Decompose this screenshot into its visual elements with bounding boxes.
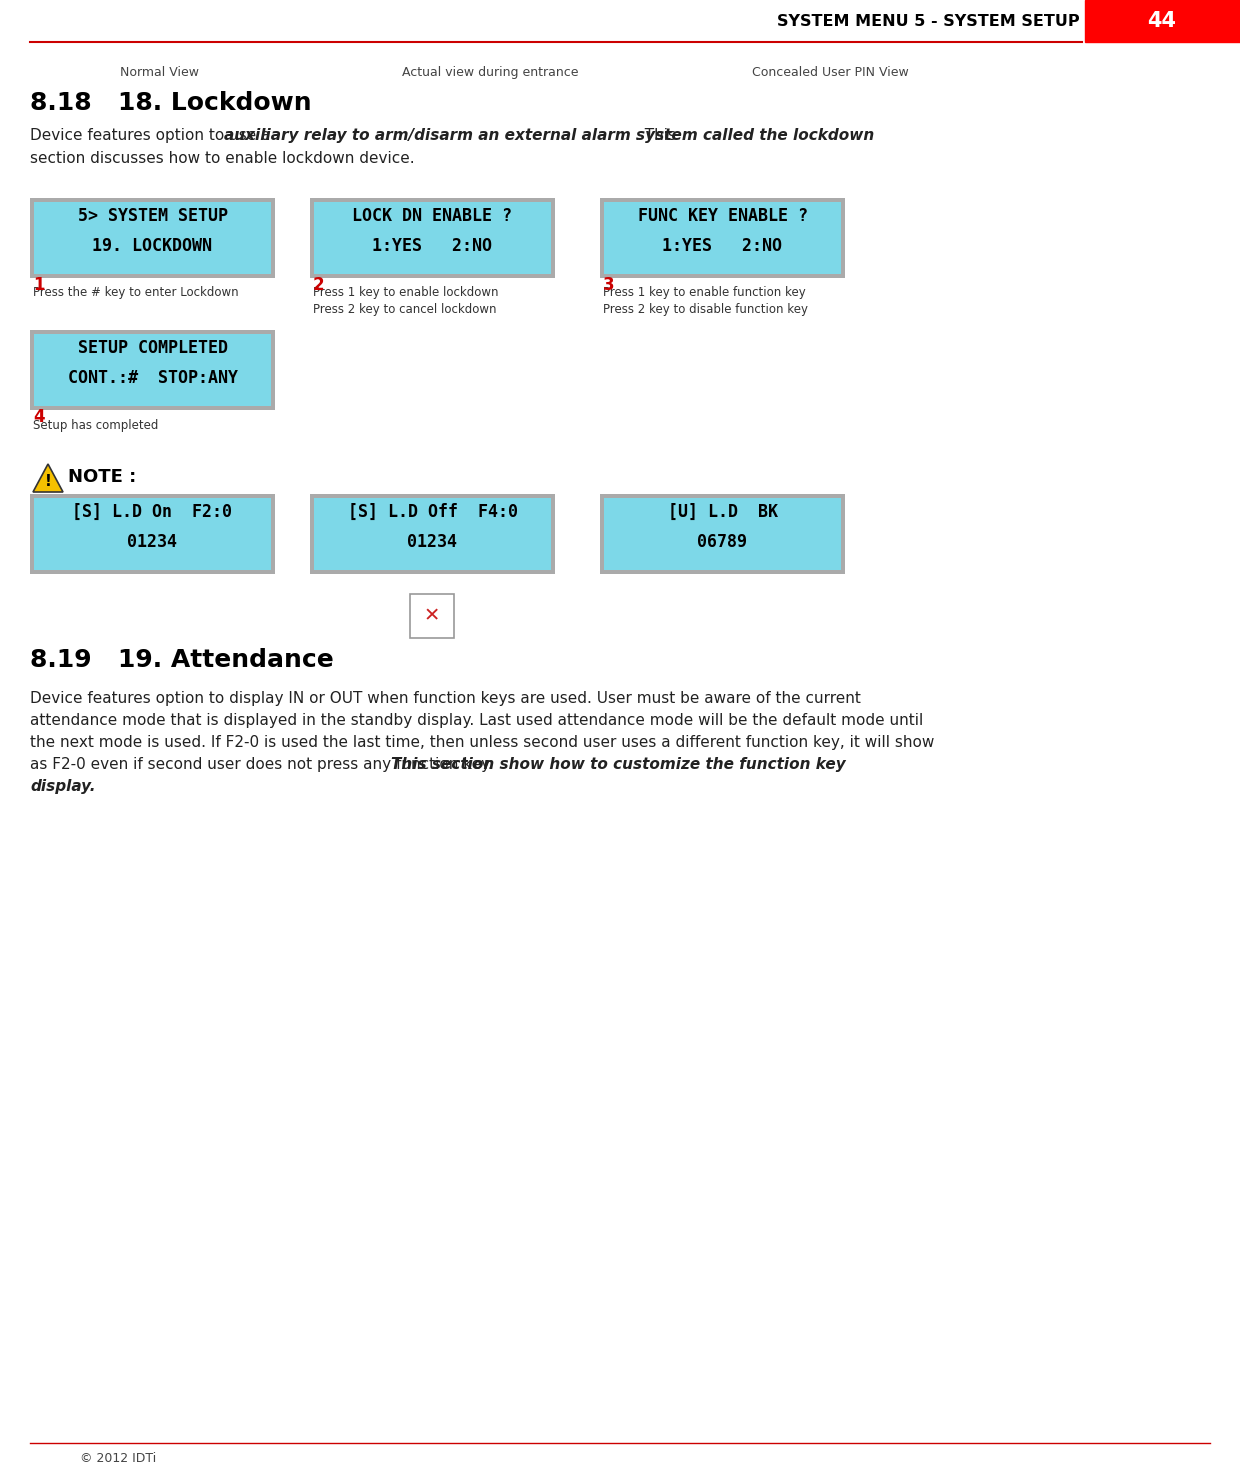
- Text: Press the # key to enter Lockdown: Press the # key to enter Lockdown: [33, 285, 238, 299]
- Text: section discusses how to enable lockdown device.: section discusses how to enable lockdown…: [30, 150, 414, 166]
- Bar: [310, 199, 556, 278]
- Text: 8.19   19. Attendance: 8.19 19. Attendance: [30, 649, 334, 672]
- Text: 5> SYSTEM SETUP: 5> SYSTEM SETUP: [77, 207, 227, 225]
- Text: 8.18   18. Lockdown: 8.18 18. Lockdown: [30, 91, 311, 115]
- Text: This section show how to customize the function key: This section show how to customize the f…: [391, 756, 846, 771]
- Bar: [33, 334, 272, 406]
- Polygon shape: [33, 463, 63, 491]
- Bar: [600, 199, 844, 278]
- Bar: [30, 330, 275, 410]
- Text: CONT.:#  STOP:ANY: CONT.:# STOP:ANY: [67, 369, 238, 387]
- Text: Press 2 key to cancel lockdown: Press 2 key to cancel lockdown: [312, 303, 496, 315]
- Bar: [30, 199, 275, 278]
- Text: !: !: [45, 474, 51, 488]
- Text: ✕: ✕: [424, 606, 440, 625]
- Bar: [410, 594, 454, 638]
- Text: display.: display.: [30, 778, 95, 793]
- Text: 19. LOCKDOWN: 19. LOCKDOWN: [93, 237, 212, 254]
- Text: LOCK DN ENABLE ?: LOCK DN ENABLE ?: [352, 207, 512, 225]
- Text: [U] L.D  BK: [U] L.D BK: [667, 503, 777, 521]
- Bar: [604, 202, 841, 274]
- Bar: [604, 499, 841, 569]
- Text: 06789: 06789: [697, 533, 748, 552]
- Bar: [1085, 0, 1240, 43]
- Text: [S] L.D Off  F4:0: [S] L.D Off F4:0: [347, 503, 517, 521]
- Text: as F2-0 even if second user does not press any function key.: as F2-0 even if second user does not pre…: [30, 756, 497, 771]
- Text: © 2012 IDTi: © 2012 IDTi: [81, 1452, 156, 1465]
- Text: Device features option to use a: Device features option to use a: [30, 128, 275, 143]
- Text: 01234: 01234: [128, 533, 177, 552]
- Bar: [33, 202, 272, 274]
- Text: [S] L.D On  F2:0: [S] L.D On F2:0: [72, 503, 233, 521]
- Text: 01234: 01234: [408, 533, 458, 552]
- Text: attendance mode that is displayed in the standby display. Last used attendance m: attendance mode that is displayed in the…: [30, 712, 924, 728]
- Text: Normal View: Normal View: [120, 66, 200, 78]
- Bar: [310, 494, 556, 574]
- Text: Press 1 key to enable lockdown: Press 1 key to enable lockdown: [312, 285, 498, 299]
- Text: . This: . This: [635, 128, 677, 143]
- Text: Press 1 key to enable function key: Press 1 key to enable function key: [603, 285, 806, 299]
- Text: 1:YES   2:NO: 1:YES 2:NO: [662, 237, 782, 254]
- Text: SETUP COMPLETED: SETUP COMPLETED: [77, 338, 227, 357]
- Bar: [314, 499, 551, 569]
- Text: 4: 4: [33, 407, 45, 427]
- Text: Actual view during entrance: Actual view during entrance: [402, 66, 578, 78]
- Bar: [30, 494, 275, 574]
- Text: 1:YES   2:NO: 1:YES 2:NO: [372, 237, 492, 254]
- Text: 44: 44: [1147, 10, 1177, 31]
- Bar: [33, 499, 272, 569]
- Text: FUNC KEY ENABLE ?: FUNC KEY ENABLE ?: [637, 207, 807, 225]
- Bar: [314, 202, 551, 274]
- Text: Concealed User PIN View: Concealed User PIN View: [751, 66, 909, 78]
- Text: Device features option to display IN or OUT when function keys are used. User mu: Device features option to display IN or …: [30, 690, 861, 706]
- Text: 2: 2: [312, 277, 325, 294]
- Text: 3: 3: [603, 277, 615, 294]
- Text: 1: 1: [33, 277, 45, 294]
- Text: Press 2 key to disable function key: Press 2 key to disable function key: [603, 303, 808, 315]
- Text: auxiliary relay to arm/disarm an external alarm system called the lockdown: auxiliary relay to arm/disarm an externa…: [223, 128, 874, 143]
- Text: SYSTEM MENU 5 - SYSTEM SETUP: SYSTEM MENU 5 - SYSTEM SETUP: [777, 13, 1080, 28]
- Text: Setup has completed: Setup has completed: [33, 419, 159, 431]
- Text: the next mode is used. If F2-0 is used the last time, then unless second user us: the next mode is used. If F2-0 is used t…: [30, 734, 935, 750]
- Text: NOTE :: NOTE :: [68, 468, 136, 485]
- Bar: [600, 494, 844, 574]
